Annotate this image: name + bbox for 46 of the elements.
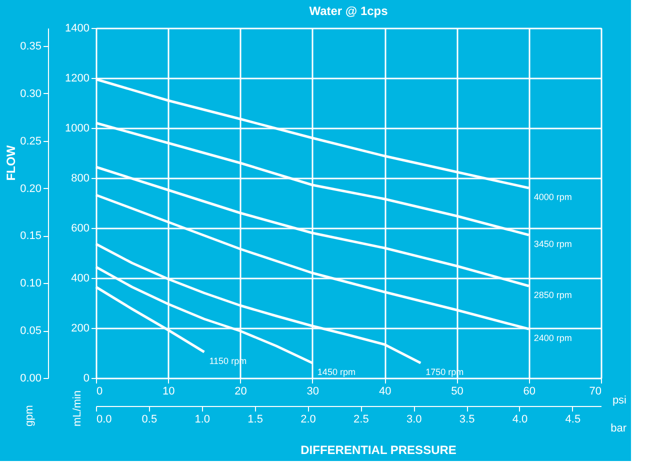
x-axis-title: psi xyxy=(612,394,626,406)
y-tick-label: 800 xyxy=(71,172,90,184)
y-tick-label: 600 xyxy=(71,222,90,234)
y-tick-label: 200 xyxy=(71,322,90,334)
y2-tick-label: 0.15 xyxy=(20,230,42,242)
x2-tick-label: 1.0 xyxy=(194,414,210,426)
series-label: 1450 rpm xyxy=(317,367,356,377)
x-tick-label: 20 xyxy=(234,386,247,398)
y-tick-label: 1200 xyxy=(65,72,90,84)
text: DIFFERENTIAL PRESSURE xyxy=(300,443,456,457)
x-tick-label: 60 xyxy=(523,386,536,398)
x-tick-label: 30 xyxy=(306,386,320,398)
series-label: 4000 rpm xyxy=(534,192,572,202)
x2-tick-label: 0.5 xyxy=(142,414,158,426)
text: FLOW xyxy=(4,144,18,181)
x2-tick-label: 3.0 xyxy=(406,414,422,426)
x2-tick-label: 0.0 xyxy=(96,414,112,426)
y-tick-label: 1000 xyxy=(65,122,90,134)
x-tick-label: 10 xyxy=(162,386,175,398)
x2-tick-label: 4.5 xyxy=(565,414,581,426)
x2-tick-label: 2.0 xyxy=(300,414,316,426)
series-label: 3450 rpm xyxy=(534,239,572,249)
y-axis-title: mL/min xyxy=(72,390,84,426)
x-tick-label: 0 xyxy=(96,386,103,398)
y2-tick-label: 0.35 xyxy=(20,40,42,53)
series-label: 2400 rpm xyxy=(534,333,572,343)
x-tick-label: 50 xyxy=(451,386,464,398)
y2-tick-label: 0.00 xyxy=(20,372,42,384)
x2-tick-label: 1.5 xyxy=(248,414,263,426)
chart-title: Water @ 1cps xyxy=(309,4,388,18)
y-tick-label: 0 xyxy=(83,372,90,384)
x2-tick-label: 2.5 xyxy=(354,414,369,426)
y2-axis-title: gpm xyxy=(24,405,36,426)
y2-tick-label: 0.05 xyxy=(20,325,42,338)
y2-tick-label: 0.30 xyxy=(20,88,42,100)
series-label: 2850 rpm xyxy=(534,290,572,300)
x2-axis-title: bar xyxy=(610,422,627,434)
y2-tick-label: 0.10 xyxy=(20,278,42,290)
x-tick-label: 40 xyxy=(378,386,392,398)
y2-tick-label: 0.20 xyxy=(20,182,42,195)
x2-tick-label: 4.0 xyxy=(512,414,528,426)
x2-tick-label: 3.5 xyxy=(459,414,475,426)
y-tick-label: 1400 xyxy=(65,22,90,34)
y-tick-label: 400 xyxy=(71,272,90,284)
x-tick-label: 70 xyxy=(589,386,602,398)
y2-tick-label: 0.25 xyxy=(20,135,42,148)
